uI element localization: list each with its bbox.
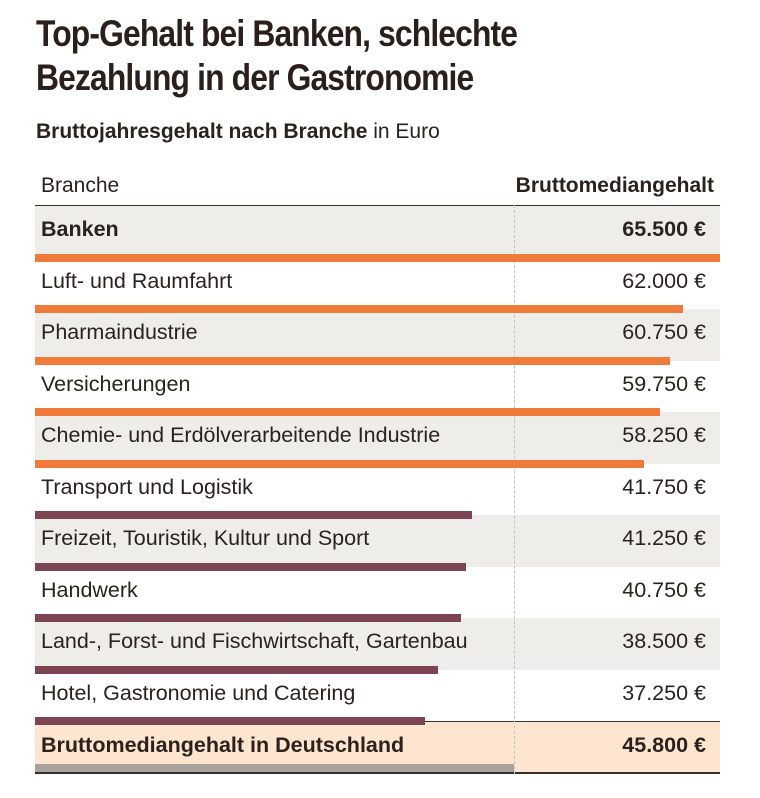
column-header-salary: Bruttomediangehalt [515,174,714,197]
table-row: Transport und Logistik 41.750 € [35,464,720,519]
branch-label: Banken [41,217,119,241]
salary-bar [35,408,660,416]
table-row: Freizeit, Touristik, Kultur und Sport 41… [35,515,720,571]
salary-value: 59.750 € [622,371,706,396]
average-reference-line [513,205,515,774]
salary-bar [35,356,671,365]
table-row: Land-, Forst- und Fischwirtschaft, Garte… [35,618,720,674]
salary-bar [35,562,467,571]
title-line-2: Bezahlung in der Gastronomie [36,57,474,98]
table-header: Branche Bruttomediangehalt [35,165,720,206]
salary-bar [35,511,472,519]
branch-label: Chemie- und Erdölverarbeitende Industrie [41,423,441,447]
branch-label: Freizeit, Touristik, Kultur und Sport [41,526,370,550]
salary-value: 40.750 € [622,577,706,602]
branch-label: Versicherungen [41,371,191,396]
subtitle-bold: Bruttojahresgehalt nach Branche [36,120,368,143]
salary-bar [35,717,425,725]
subtitle-unit: in Euro [367,120,440,143]
branch-label: Land-, Forst- und Fischwirtschaft, Garte… [41,629,468,653]
salary-bar [35,305,684,313]
salary-value: 60.750 € [622,320,706,344]
total-bar [35,764,514,772]
salary-bar [35,253,720,262]
table-row: Luft- und Raumfahrt 62.000 € [35,258,720,313]
table-row: Banken 65.500 € [35,206,720,262]
title-line-1: Top-Gehalt bei Banken, schlechte [36,13,518,54]
column-header-branche: Branche [41,174,120,197]
table-row: Handwerk 40.750 € [35,567,720,622]
table-row: Hotel, Gastronomie und Catering 37.250 € [35,670,720,725]
branch-label: Pharmaindustrie [41,320,198,344]
total-row: Bruttomediangehalt in Deutschland 45.800… [35,721,720,774]
salary-table: Branche Bruttomediangehalt Banken 65.500… [35,165,720,774]
salary-value: 41.250 € [622,526,706,550]
table-row: Pharmaindustrie 60.750 € [35,309,720,365]
branch-label: Handwerk [41,577,138,602]
salary-value: 65.500 € [622,217,706,241]
salary-value: 62.000 € [622,268,706,293]
table-row: Versicherungen 59.750 € [35,361,720,416]
total-label: Bruttomediangehalt in Deutschland [41,733,405,757]
table-row: Chemie- und Erdölverarbeitende Industrie… [35,412,720,468]
chart-title: Top-Gehalt bei Banken, schlechte Bezahlu… [36,12,518,100]
branch-label: Luft- und Raumfahrt [41,268,233,293]
salary-value: 37.250 € [622,680,706,705]
branch-label: Hotel, Gastronomie und Catering [41,680,356,705]
total-value: 45.800 € [622,733,706,757]
salary-value: 41.750 € [622,474,706,499]
salary-value: 58.250 € [622,423,706,447]
salary-bar [35,665,438,674]
salary-bar [35,614,462,622]
salary-value: 38.500 € [622,629,706,653]
salary-bar [35,459,645,468]
chart-subtitle: Bruttojahresgehalt nach Branche in Euro [36,120,440,144]
branch-label: Transport und Logistik [41,474,253,499]
